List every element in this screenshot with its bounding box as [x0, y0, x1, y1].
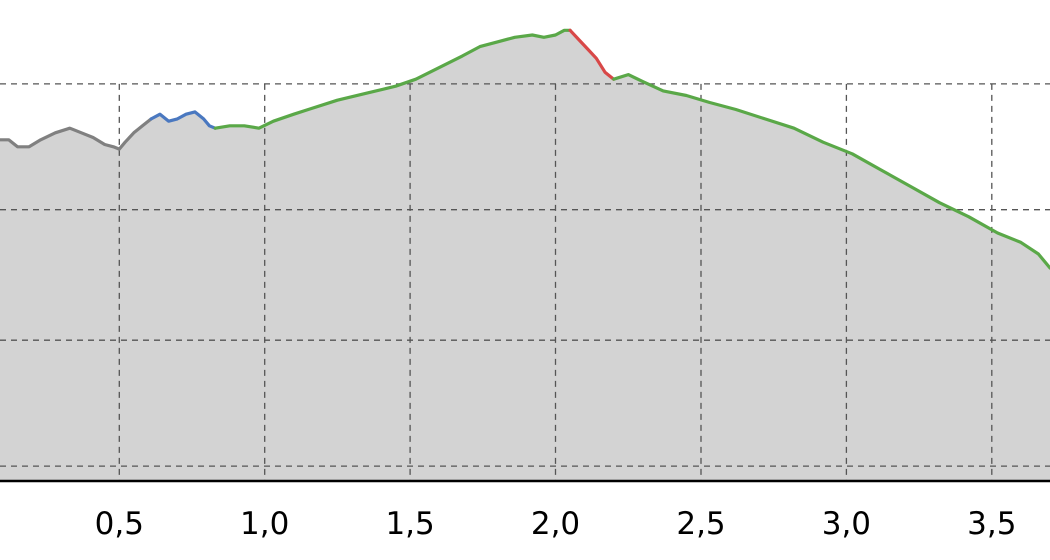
- x-tick-label: 1,0: [240, 506, 289, 542]
- profile-line-layer: [0, 28, 1050, 270]
- x-tick-label: 1,5: [385, 506, 434, 542]
- x-tick-label: 2,0: [531, 506, 580, 542]
- profile-segment-5: [612, 72, 1050, 270]
- profile-segment-4: [568, 28, 616, 81]
- profile-segment-2: [149, 110, 217, 130]
- x-tick-label: 3,5: [967, 506, 1016, 542]
- grid-layer: [0, 83, 1050, 481]
- profile-segment-1: [0, 117, 153, 151]
- profile-segment-3: [213, 28, 572, 130]
- x-tick-label: 3,0: [822, 506, 871, 542]
- x-tick-labels: 0,5 1,0 1,5 2,0 2,5 3,0 3,5: [95, 506, 1017, 542]
- profile-area-layer: [0, 30, 1050, 482]
- x-tick-label: 0,5: [95, 506, 144, 542]
- profile-area: [0, 30, 1050, 482]
- x-tick-label: 2,5: [676, 506, 725, 542]
